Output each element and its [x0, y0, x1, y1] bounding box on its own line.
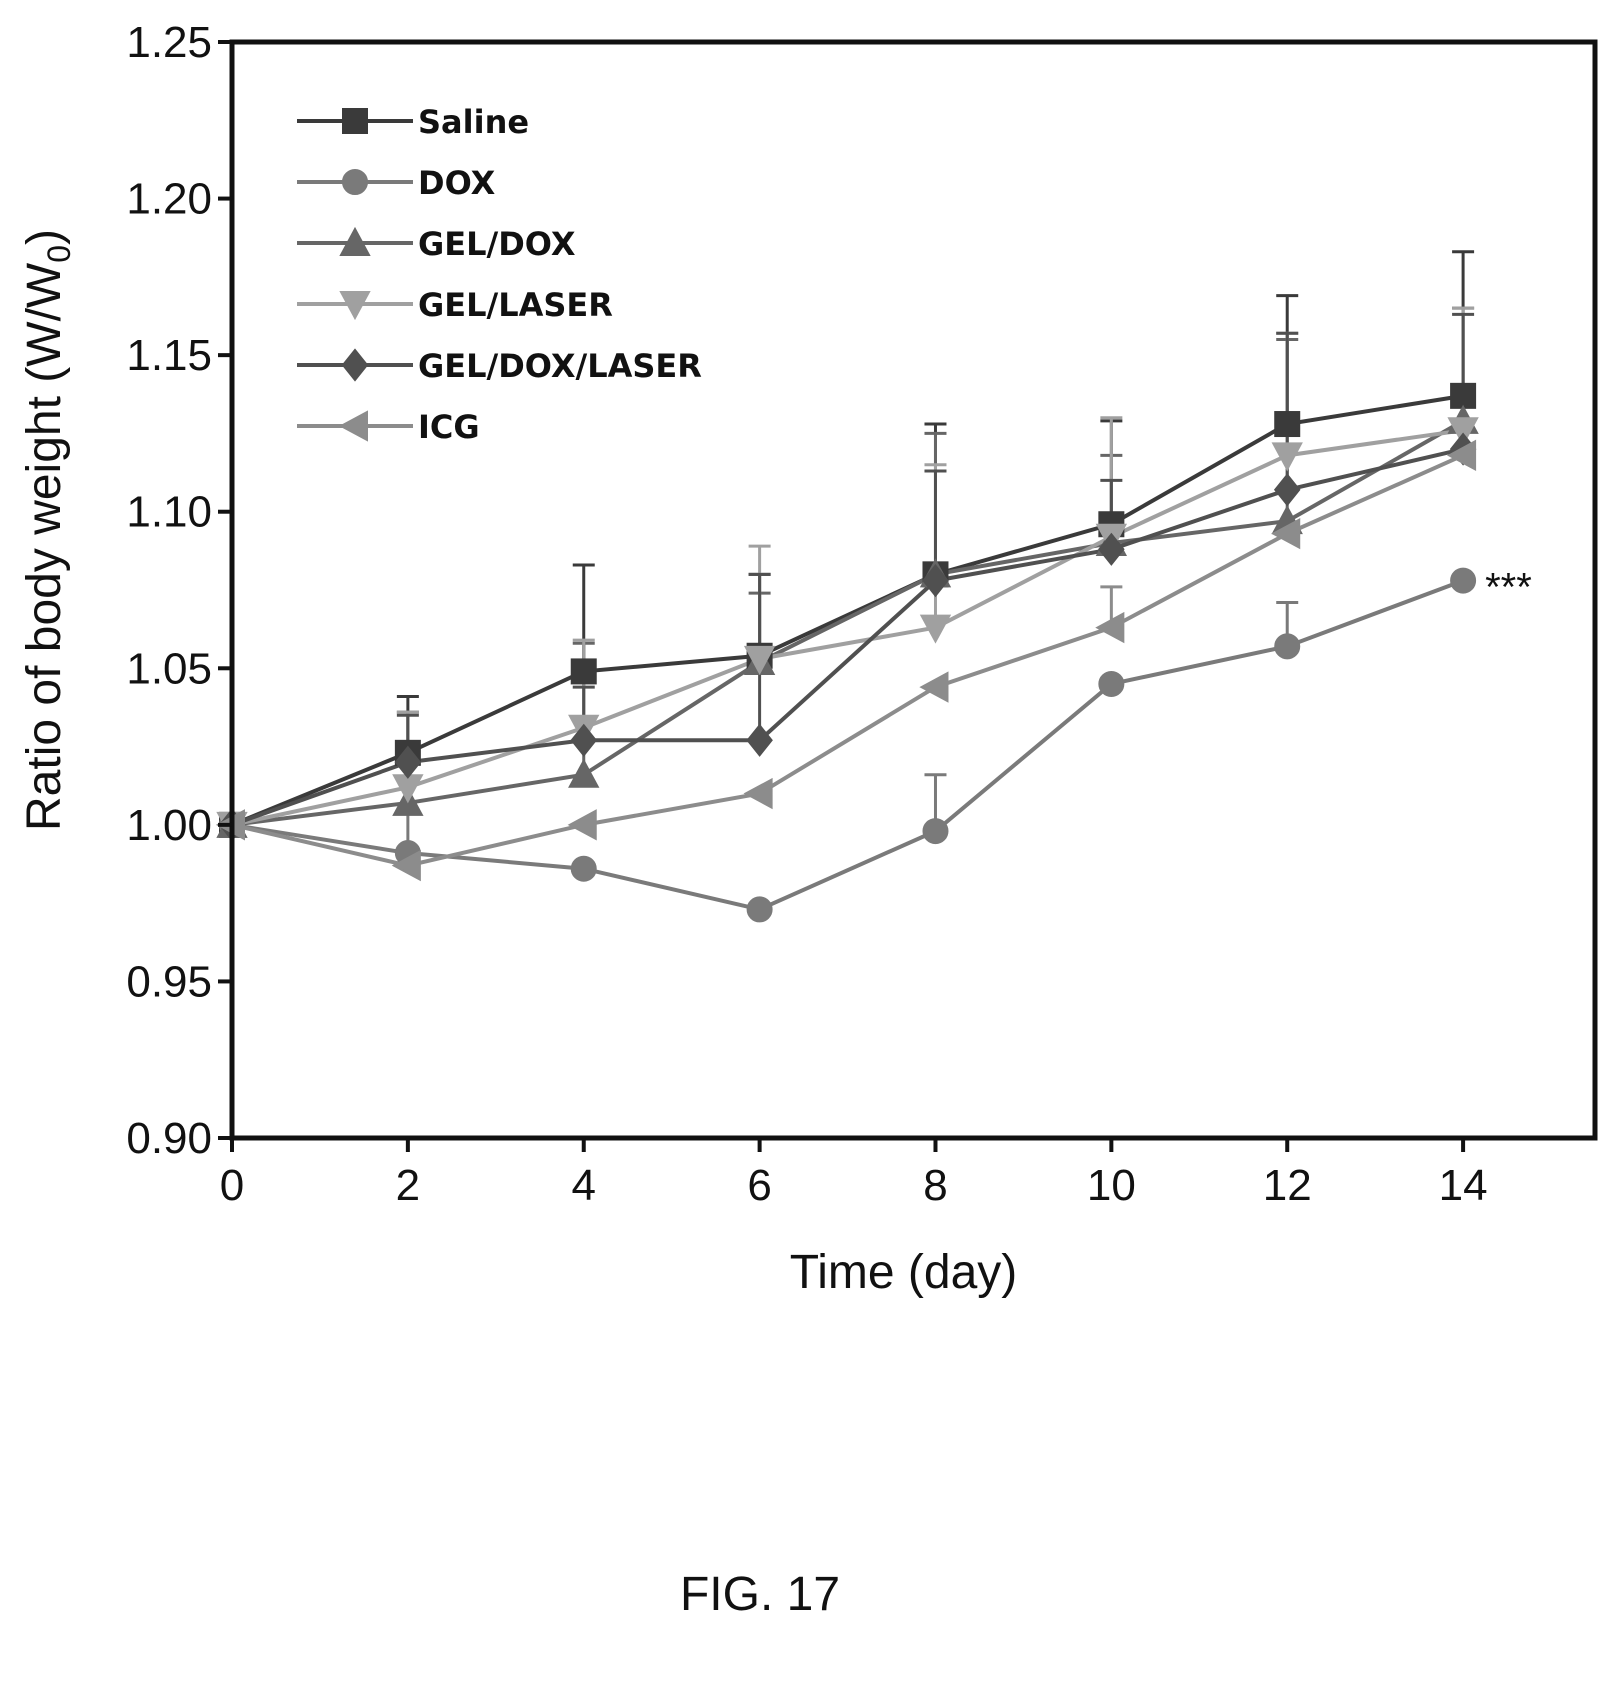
data-point: [746, 896, 773, 923]
legend-marker: [339, 226, 371, 256]
error-bars: [396, 250, 1475, 854]
y-tick-label: 0.95: [126, 957, 212, 1006]
series-markers: [215, 382, 1479, 923]
y-axis-title: Ratio of body weight (W/W0): [18, 229, 77, 831]
y-axis-title-subscript: 0: [41, 245, 77, 263]
legend-marker: [338, 410, 368, 442]
series-line: [231, 428, 1464, 827]
legend-label: GEL/LASER: [418, 286, 613, 324]
series-line: [231, 578, 1464, 912]
data-point: [746, 723, 773, 757]
data-point: [1446, 439, 1477, 472]
x-tick-label: 0: [220, 1161, 244, 1210]
y-tick-label: 1.00: [126, 801, 212, 850]
legend-item: GEL/LASER: [297, 286, 613, 324]
data-point: [1098, 532, 1125, 566]
data-point: [922, 818, 949, 845]
y-tick-label: 0.90: [126, 1114, 212, 1163]
data-point: [567, 809, 597, 841]
figure-caption: FIG. 17: [680, 1568, 840, 1621]
y-tick-label: 1.15: [126, 331, 212, 380]
y-tick-label: 1.25: [126, 18, 212, 67]
significance-annotation: ***: [1485, 566, 1532, 610]
data-point: [1095, 611, 1125, 644]
x-tick-label: 12: [1263, 1161, 1312, 1210]
legend-label: Saline: [418, 103, 529, 141]
y-tick-label: 1.05: [126, 644, 212, 693]
series-line: [231, 393, 1464, 827]
data-point: [1450, 382, 1477, 409]
data-point: [1098, 670, 1125, 697]
data-point: [1271, 517, 1301, 550]
y-axis-title-suffix: ): [18, 229, 71, 245]
data-point: [922, 564, 949, 598]
legend-marker: [342, 169, 368, 195]
data-point: [570, 723, 598, 757]
data-point: [1450, 567, 1477, 594]
data-point: [743, 645, 776, 676]
legend-marker: [342, 108, 368, 134]
data-point: [1274, 411, 1301, 438]
legend-marker: [339, 291, 371, 321]
plot-frame: [229, 39, 1598, 1141]
data-point: [1273, 473, 1301, 507]
x-tick-label: 8: [923, 1161, 947, 1210]
data-point: [1447, 417, 1479, 447]
legend: Saline DOX GEL/DOX GEL/LASER GEL/DOX/LASER IC…: [297, 103, 702, 446]
data-point: [919, 614, 952, 644]
x-tick-label: 14: [1439, 1161, 1488, 1210]
series-line: [231, 419, 1465, 827]
y-axis-title-main: Ratio of body weight (W/W: [18, 262, 71, 831]
legend-label: GEL/DOX: [418, 225, 576, 263]
y-tick-label: 1.10: [126, 488, 212, 537]
legend-item: DOX: [297, 164, 496, 202]
x-axis-ticks: 0 2 4 6 8 10 12 14: [220, 1138, 1488, 1210]
data-point: [570, 855, 597, 882]
data-point: [1274, 633, 1301, 660]
data-point: [570, 658, 597, 685]
x-axis-title: Time (day): [790, 1246, 1018, 1299]
legend-marker: [341, 348, 369, 382]
legend-item: ICG: [297, 408, 480, 446]
y-tick-label: 1.20: [126, 175, 212, 224]
data-point: [568, 758, 600, 788]
x-tick-label: 4: [571, 1161, 595, 1210]
series-lines: [231, 393, 1465, 912]
legend-label: GEL/DOX/LASER: [418, 347, 702, 385]
y-axis-ticks: 0.90 0.95 1.00 1.05 1.10 1.15 1.20 1.25: [126, 18, 232, 1163]
legend-label: DOX: [418, 164, 496, 202]
legend-label: ICG: [418, 408, 480, 446]
x-tick-label: 10: [1087, 1161, 1136, 1210]
legend-item: Saline: [297, 103, 529, 141]
data-point: [919, 671, 949, 703]
data-point: [743, 777, 773, 810]
data-point: [394, 745, 422, 779]
series-line: [231, 447, 1464, 827]
x-tick-label: 2: [396, 1161, 420, 1210]
data-point: [1271, 442, 1303, 472]
series-line: [231, 453, 1464, 868]
x-tick-label: 6: [747, 1161, 771, 1210]
legend-item: GEL/DOX: [297, 225, 576, 263]
data-point: [391, 849, 421, 882]
legend-item: GEL/DOX/LASER: [297, 347, 702, 385]
